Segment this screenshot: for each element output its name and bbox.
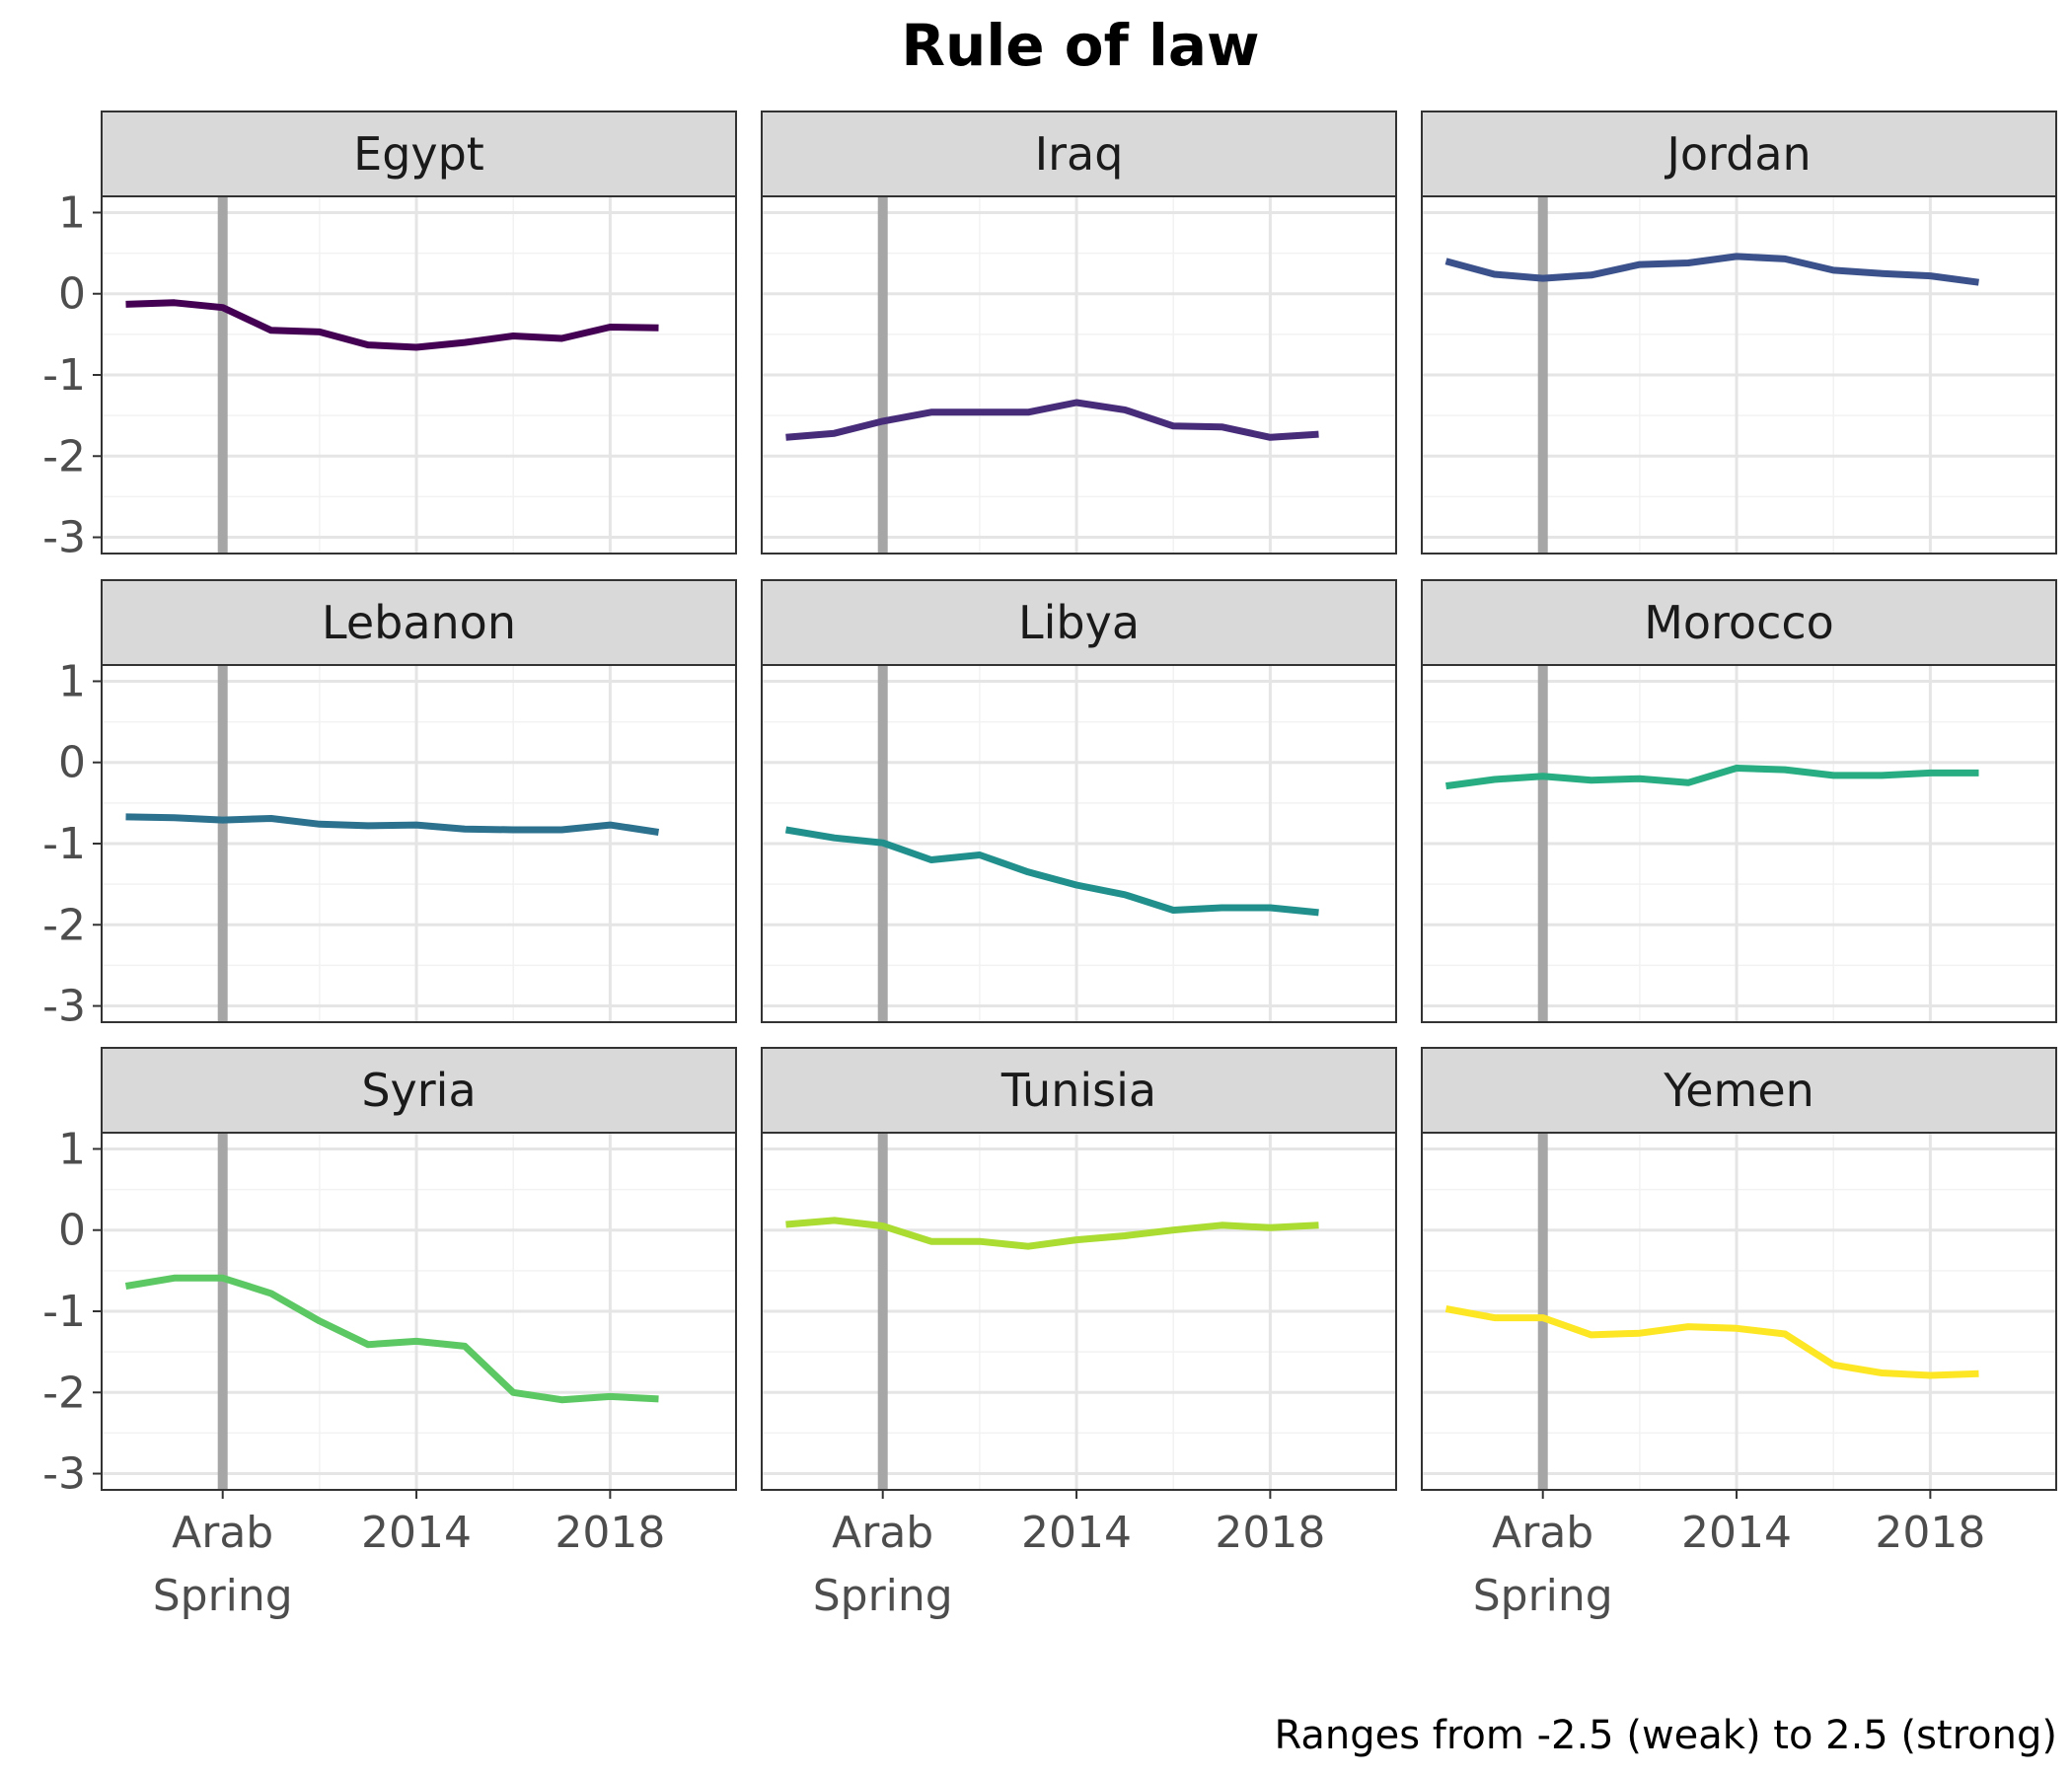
y-tick-label: 1 — [58, 187, 86, 238]
x-tick-label: 2014 — [1021, 1508, 1132, 1558]
y-tick-label: 0 — [58, 1206, 86, 1256]
series-line-egypt — [125, 299, 659, 351]
facet-panel-yemen: Yemen Arab Spring 2014 2018 — [1421, 1047, 2057, 1621]
y-tick-label: -2 — [42, 900, 86, 950]
facet-panel-egypt: Egypt 1 0 -1 -2 -3 — [42, 111, 737, 563]
facet-strip — [101, 579, 737, 666]
y-tick-label: -1 — [42, 819, 86, 869]
facet-panel-libya: Libya — [761, 579, 1397, 1023]
x-tick-label: 2014 — [361, 1508, 472, 1558]
facet-strip — [1421, 111, 2057, 197]
x-tick-label: Arab Spring — [153, 1508, 293, 1621]
series-line-morocco — [1445, 765, 1979, 790]
x-tick-label: 2014 — [1681, 1508, 1792, 1558]
facet-strip-label: Tunisia — [1000, 1064, 1156, 1117]
x-tick-label: 2018 — [555, 1508, 665, 1558]
facet-strip-label: Egypt — [353, 127, 484, 181]
y-tick-label: 0 — [58, 738, 86, 788]
facet-strip — [1421, 579, 2057, 666]
series-line-tunisia — [785, 1217, 1319, 1250]
panel-border — [761, 195, 1397, 555]
panel-border — [1421, 195, 2057, 555]
facet-strip — [1421, 1047, 2057, 1134]
y-tick-label: -3 — [42, 1449, 86, 1500]
y-tick-label: -2 — [42, 431, 86, 481]
panel-border — [761, 664, 1397, 1023]
facet-strip — [761, 579, 1397, 666]
facet-strip-label: Iraq — [1035, 127, 1124, 181]
panel-border — [1421, 1132, 2057, 1491]
y-tick-label: -1 — [42, 350, 86, 401]
facet-panel-tunisia: Tunisia Arab Spring 2014 2018 — [761, 1047, 1397, 1621]
facet-strip-label: Jordan — [1664, 127, 1811, 181]
facet-strip — [101, 1047, 737, 1134]
facet-grid: Egypt 1 0 -1 -2 -3 Iraq Jordan Lebanon 1 0 -1 -2 -3 Li… — [42, 111, 2057, 1621]
panel-border — [1421, 664, 2057, 1023]
y-tick-label: 1 — [58, 656, 86, 706]
y-tick-label: -3 — [42, 513, 86, 563]
x-tick-label: 2018 — [1215, 1508, 1325, 1558]
y-tick-label: -1 — [42, 1287, 86, 1337]
y-tick-label: -2 — [42, 1368, 86, 1418]
chart-caption: Ranges from -2.5 (weak) to 2.5 (strong) — [1274, 1713, 2057, 1758]
facet-strip-label: Morocco — [1644, 596, 1834, 649]
facet-panel-morocco: Morocco — [1421, 579, 2057, 1023]
facet-strip-label: Libya — [1018, 596, 1140, 649]
panel-border — [761, 1132, 1397, 1491]
x-tick-label: Arab Spring — [1473, 1508, 1613, 1621]
chart-title: Rule of law — [901, 12, 1259, 79]
series-line-libya — [784, 826, 1319, 917]
facet-strip — [761, 111, 1397, 197]
x-tick-label: Arab Spring — [813, 1508, 953, 1621]
facet-panel-lebanon: Lebanon 1 0 -1 -2 -3 — [42, 579, 737, 1032]
facet-strip-label: Syria — [361, 1064, 476, 1117]
series-line-iraq — [785, 399, 1319, 441]
y-tick-label: 0 — [58, 269, 86, 320]
x-tick-label: 2018 — [1875, 1508, 1985, 1558]
facet-panel-syria: Syria 1 0 -1 -2 -3 Arab Spring 2014 2018 — [42, 1047, 737, 1621]
facet-strip-label: Lebanon — [322, 596, 516, 649]
series-line-yemen — [1444, 1305, 1979, 1379]
facet-panel-iraq: Iraq — [761, 111, 1397, 555]
y-tick-label: 1 — [58, 1124, 86, 1174]
facet-strip-label: Yemen — [1663, 1064, 1814, 1117]
series-line-lebanon — [125, 813, 660, 836]
facet-strip — [101, 111, 737, 197]
series-line-syria — [124, 1274, 659, 1404]
facet-panel-jordan: Jordan — [1421, 111, 2057, 555]
facet-strip — [761, 1047, 1397, 1134]
series-line-jordan — [1444, 253, 1979, 286]
y-tick-label: -3 — [42, 982, 86, 1032]
